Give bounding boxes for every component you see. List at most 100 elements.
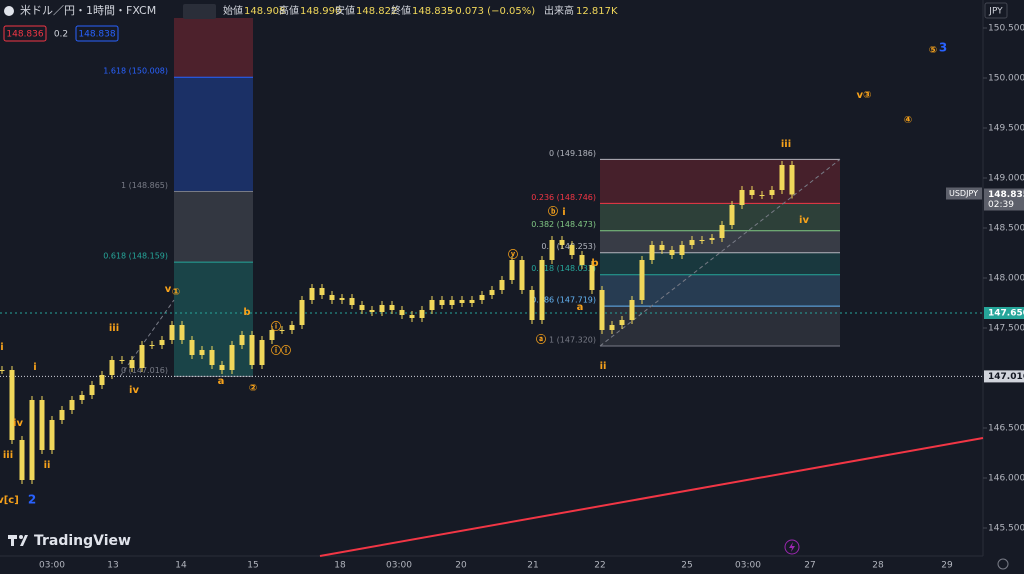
ohlc-label: 高値	[279, 4, 299, 17]
candle	[229, 345, 235, 370]
fib-label: 0.618 (148.033)	[531, 264, 596, 273]
candle	[609, 325, 615, 330]
y-tick-label: 149.500	[988, 124, 1024, 134]
x-tick-label: 03:00	[39, 561, 65, 571]
change: −0.073 (−0.05%)	[447, 6, 535, 17]
events-bolt	[789, 542, 795, 552]
candle	[309, 288, 315, 300]
wave-label: ⓘⓘ	[271, 344, 291, 357]
wave-label: i	[562, 207, 565, 218]
candle	[779, 165, 785, 190]
x-tick-label: 27	[804, 561, 815, 571]
currency-button[interactable]	[984, 2, 1008, 19]
fib-zone	[600, 306, 840, 346]
candle	[89, 385, 95, 395]
candle	[639, 260, 645, 300]
wave-label: iii	[3, 450, 13, 461]
wave-label: ①	[172, 287, 180, 298]
candle	[409, 315, 415, 318]
candle	[179, 325, 185, 340]
logo[interactable]: TradingView	[34, 533, 131, 549]
x-tick-label: 13	[107, 561, 118, 571]
x-tick-label: 22	[594, 561, 605, 571]
wave-label: 2	[28, 493, 36, 507]
spread: 0.2	[54, 30, 68, 40]
x-tick-label: 14	[175, 561, 187, 571]
y-tick-label: 150.000	[988, 74, 1024, 84]
ohlc-value: 148.822	[356, 6, 397, 17]
candle	[329, 295, 335, 300]
wave-label: ⓑ	[548, 205, 558, 218]
sell-button[interactable]	[3, 25, 47, 42]
candle	[759, 195, 765, 196]
wave-label: ii	[600, 361, 607, 372]
wave-label: ④	[904, 115, 912, 126]
candle	[159, 340, 165, 345]
y-tick-label: 150.500	[988, 24, 1024, 34]
fib-zone	[174, 191, 253, 263]
buy-button[interactable]	[75, 25, 119, 42]
x-tick-label: 03:00	[386, 561, 412, 571]
x-tick-label: 29	[941, 561, 953, 571]
candle	[499, 280, 505, 290]
candle	[69, 400, 75, 410]
y-tick-label: 146.500	[988, 424, 1024, 434]
candle	[419, 310, 425, 318]
wave-label: v	[165, 284, 172, 295]
fib-zone	[600, 274, 840, 307]
y-tick-label: 145.500	[988, 524, 1024, 534]
x-tick-label: 03:00	[735, 561, 761, 571]
countdown: 02:39	[988, 200, 1014, 210]
candle	[199, 350, 205, 355]
candle	[79, 395, 85, 400]
settings-icon[interactable]	[997, 558, 1009, 570]
wave-label: ⓥ	[508, 248, 518, 261]
wave-label: ⑤	[929, 45, 937, 56]
candle	[389, 305, 395, 310]
fib-label: 0 (147.016)	[121, 366, 168, 375]
buy-price: 148.838	[78, 30, 115, 40]
sell-price: 148.836	[6, 30, 43, 40]
fib-label: 0.382 (148.473)	[531, 220, 596, 229]
candle	[529, 290, 535, 320]
candle	[319, 288, 325, 295]
candle	[569, 245, 575, 255]
symbol[interactable]: 米ドル／円・1時間・FXCM	[20, 4, 156, 17]
wave-label: v[c]	[0, 495, 19, 506]
candle	[189, 340, 195, 355]
visibility-toggle[interactable]	[183, 4, 216, 19]
candle	[259, 340, 265, 365]
y-tick-label: 149.000	[988, 174, 1024, 184]
fib-zone	[174, 77, 253, 192]
x-tick-label: 20	[455, 561, 467, 571]
fib-label: 1 (147.320)	[549, 336, 596, 345]
candle	[669, 250, 675, 255]
wave-label: iv	[799, 215, 809, 226]
candle	[679, 245, 685, 255]
candle	[29, 400, 35, 480]
candle	[599, 290, 605, 330]
candle	[279, 330, 285, 331]
candle	[509, 260, 515, 280]
candle	[49, 420, 55, 450]
wave-label: i	[33, 362, 36, 373]
fib-zone	[174, 18, 253, 78]
candle	[619, 320, 625, 325]
fib-label: 1 (148.865)	[121, 181, 168, 190]
volume: 12.817K	[576, 6, 618, 17]
wave-label: ⓘ	[271, 320, 281, 333]
wave-label: iii	[109, 323, 119, 334]
fib-trend	[599, 159, 841, 347]
candle	[659, 245, 665, 250]
candle	[769, 190, 775, 195]
wave-label: a	[577, 302, 584, 313]
candle	[99, 375, 105, 385]
wave-label: iv	[129, 385, 139, 396]
events-icon[interactable]	[784, 539, 800, 555]
candle	[219, 365, 225, 370]
price-tag	[984, 188, 1024, 211]
candle	[249, 335, 255, 365]
y-tick-label: 148.000	[988, 274, 1024, 284]
